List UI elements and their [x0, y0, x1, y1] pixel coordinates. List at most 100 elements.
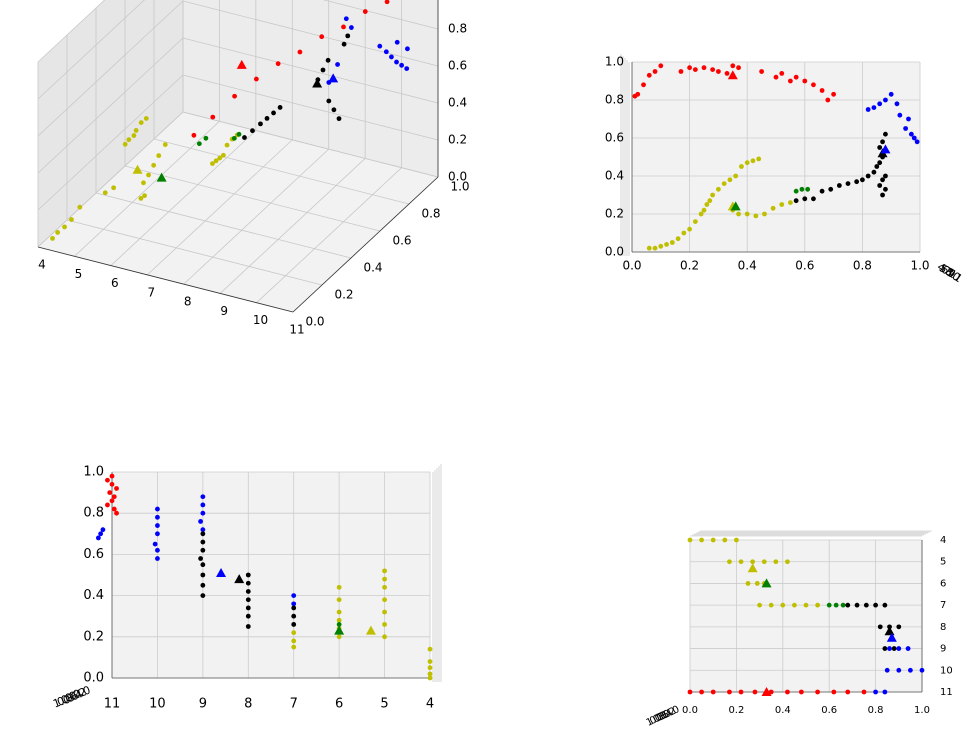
data-point	[888, 91, 894, 97]
data-point	[779, 202, 785, 207]
gridline-z	[182, 74, 439, 141]
data-point	[122, 141, 128, 147]
data-point	[319, 34, 325, 40]
y-axis-line	[292, 176, 439, 313]
data-point	[155, 531, 160, 537]
gridline-z	[182, 0, 439, 67]
data-point	[761, 559, 767, 565]
x-tick-label: 11	[104, 697, 121, 712]
x-tick-label: 4	[38, 258, 46, 272]
data-point	[341, 41, 347, 47]
y-tick-label: 0.6	[392, 234, 411, 248]
data-point	[198, 556, 203, 561]
y-tick-label: 1.0	[605, 55, 624, 69]
data-point	[883, 131, 888, 137]
y-tick-label: 0.4	[363, 261, 382, 275]
data-point	[291, 630, 297, 636]
x-tick-label: 7	[290, 697, 298, 712]
x-tick-label: 11	[289, 323, 304, 337]
data-point	[646, 72, 652, 78]
data-point	[710, 192, 716, 198]
data-point	[336, 617, 342, 623]
data-point	[141, 180, 146, 186]
data-point	[155, 556, 160, 561]
gridline-z	[37, 111, 184, 248]
data-point	[297, 49, 303, 55]
data-point	[196, 141, 202, 147]
data-point	[722, 537, 728, 543]
data-point	[745, 581, 751, 586]
data-point	[675, 236, 681, 242]
data-point	[710, 67, 716, 72]
data-triangle	[747, 563, 758, 573]
data-point	[102, 190, 108, 196]
data-point	[833, 602, 839, 608]
data-point	[896, 646, 902, 651]
y-tick-label: 11	[940, 687, 953, 698]
data-point	[727, 559, 732, 565]
data-point	[331, 107, 337, 113]
edge-tick-label: 0.4	[63, 687, 84, 705]
data-point	[658, 243, 664, 249]
edge-tick-label: 0.2	[67, 685, 88, 703]
y-tick-label: 8	[940, 622, 946, 633]
data-point	[200, 494, 206, 500]
data-point	[871, 105, 877, 110]
data-point	[793, 198, 799, 204]
data-point	[224, 142, 230, 148]
data-point	[200, 547, 206, 553]
data-point	[845, 602, 851, 608]
data-point	[882, 689, 888, 695]
data-point	[155, 506, 160, 512]
data-point	[793, 74, 799, 80]
data-point	[681, 230, 687, 236]
gridline-z	[37, 0, 184, 137]
data-point	[50, 236, 55, 241]
chart-view-z: 0.0 0.2 0.4 0.6 0.8 1.045678910111.00.80.60.4…	[645, 530, 953, 729]
data-point	[131, 133, 137, 138]
pane-floor	[38, 112, 438, 312]
data-point	[773, 559, 779, 565]
data-point	[210, 161, 215, 166]
x-tick-label: 1.0	[914, 705, 930, 716]
data-triangle	[328, 73, 339, 83]
data-point	[678, 69, 684, 74]
data-point	[854, 602, 860, 608]
data-point	[727, 689, 732, 695]
y-tick-label: 0.2	[605, 207, 624, 221]
data-point	[710, 537, 716, 543]
data-point	[404, 66, 410, 71]
data-point	[877, 183, 883, 188]
data-point	[815, 602, 820, 608]
y-tick-label: 0.8	[421, 207, 440, 221]
data-point	[142, 193, 147, 199]
data-point	[880, 177, 885, 183]
data-point	[652, 245, 658, 251]
data-triangle	[156, 172, 167, 182]
data-point	[111, 506, 117, 512]
data-point	[770, 205, 776, 211]
data-point	[756, 156, 762, 162]
edge-tick-label: 0.8	[55, 691, 76, 709]
gridline-z	[37, 37, 184, 174]
data-point	[146, 172, 151, 178]
x-tick-label: 5	[380, 697, 388, 712]
data-point	[382, 584, 387, 590]
data-point	[277, 105, 283, 110]
data-point	[245, 597, 251, 603]
data-point	[701, 65, 707, 71]
data-point	[911, 135, 917, 141]
x-tick-label: 4	[426, 697, 434, 712]
data-point	[291, 593, 297, 598]
data-point	[883, 97, 888, 103]
data-point	[884, 667, 890, 673]
data-point	[291, 601, 297, 607]
data-point	[739, 164, 744, 169]
data-point	[111, 494, 117, 500]
data-point	[109, 498, 115, 504]
data-triangle	[216, 567, 227, 577]
y-tick-label: 0.4	[605, 169, 624, 183]
data-point	[382, 622, 387, 627]
data-point	[750, 559, 756, 565]
data-point	[382, 634, 387, 640]
